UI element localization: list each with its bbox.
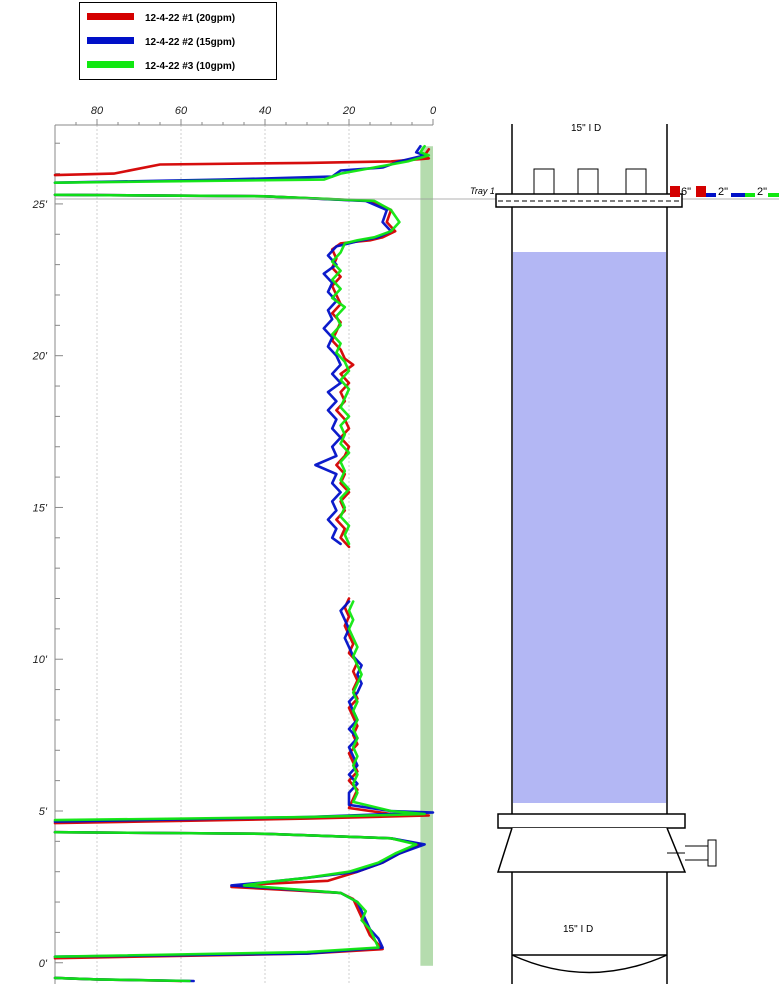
connection-6in-label: 6" [681, 186, 691, 198]
series-1-line [53, 148, 431, 177]
legend-label-2: 12-4-22 #2 (15gpm) [145, 37, 235, 48]
series-3-line [53, 600, 426, 822]
legend: 12-4-22 #1 (20gpm) 12-4-22 #2 (15gpm) 12… [79, 2, 277, 80]
chart-plot: 80 60 40 20 0 0' 5' 10' 15' 20' 25' [32, 105, 437, 984]
connection-2in-label-2: 2" [757, 186, 767, 198]
series-3-line [53, 144, 431, 184]
series-3-line [53, 830, 418, 959]
connection-6in-marker-b [696, 186, 706, 197]
reference-band [420, 146, 433, 966]
connections: 6" 2" 2" [670, 186, 779, 198]
connection-2in-label-1: 2" [718, 186, 728, 198]
series-3-line [53, 976, 191, 983]
packed-bed [513, 252, 666, 803]
tray-cap-1 [533, 168, 555, 195]
x-tick-label: 0 [430, 105, 437, 117]
series-2-line [53, 600, 435, 823]
series-1-line [53, 597, 431, 825]
lower-cone [496, 827, 687, 873]
y-tick-label: 20' [32, 351, 48, 363]
series-2-line [53, 830, 426, 959]
legend-label-1: 12-4-22 #1 (20gpm) [145, 13, 235, 24]
vessel-top-label: 15" I D [571, 123, 601, 134]
connection-6in-marker [670, 186, 680, 197]
connection-2in-marker [706, 193, 716, 197]
tray-label: Tray 1 [470, 186, 495, 196]
legend-swatch-3 [87, 61, 134, 68]
grid-lines [96, 125, 350, 984]
y-tick-label: 5' [39, 806, 48, 818]
series-2-line [53, 193, 393, 546]
tray-cap-3 [625, 168, 647, 195]
axes: 80 60 40 20 0 0' 5' 10' 15' 20' 25' [32, 105, 437, 984]
connection-2in-marker-b [731, 193, 745, 197]
series-1-line [53, 830, 422, 960]
vessel-bottom-label: 15" I D [563, 924, 593, 935]
legend-swatch-2 [87, 37, 134, 44]
vessel-drawing [495, 124, 717, 984]
x-tick-label: 20 [342, 105, 356, 117]
x-tick-label: 60 [175, 105, 188, 117]
x-tick-label: 40 [259, 105, 272, 117]
y-tick-label: 25' [32, 199, 48, 211]
legend-swatch-1 [87, 13, 134, 20]
series-lines [53, 144, 435, 983]
nozzle-flange [707, 839, 717, 867]
lower-flange [497, 813, 686, 829]
x-tick-label: 80 [91, 105, 104, 117]
series-2-line [53, 144, 426, 184]
series-3-line [53, 193, 401, 546]
y-tick-label: 0' [39, 958, 48, 970]
tray-cap-2 [577, 168, 599, 195]
legend-label-3: 12-4-22 #3 (10gpm) [145, 61, 235, 72]
y-tick-label: 10' [33, 654, 48, 666]
y-tick-label: 15' [33, 502, 48, 514]
connection-2in-marker-c [745, 193, 755, 197]
connection-2in-marker-d [768, 193, 779, 197]
bottom-head [511, 954, 668, 974]
